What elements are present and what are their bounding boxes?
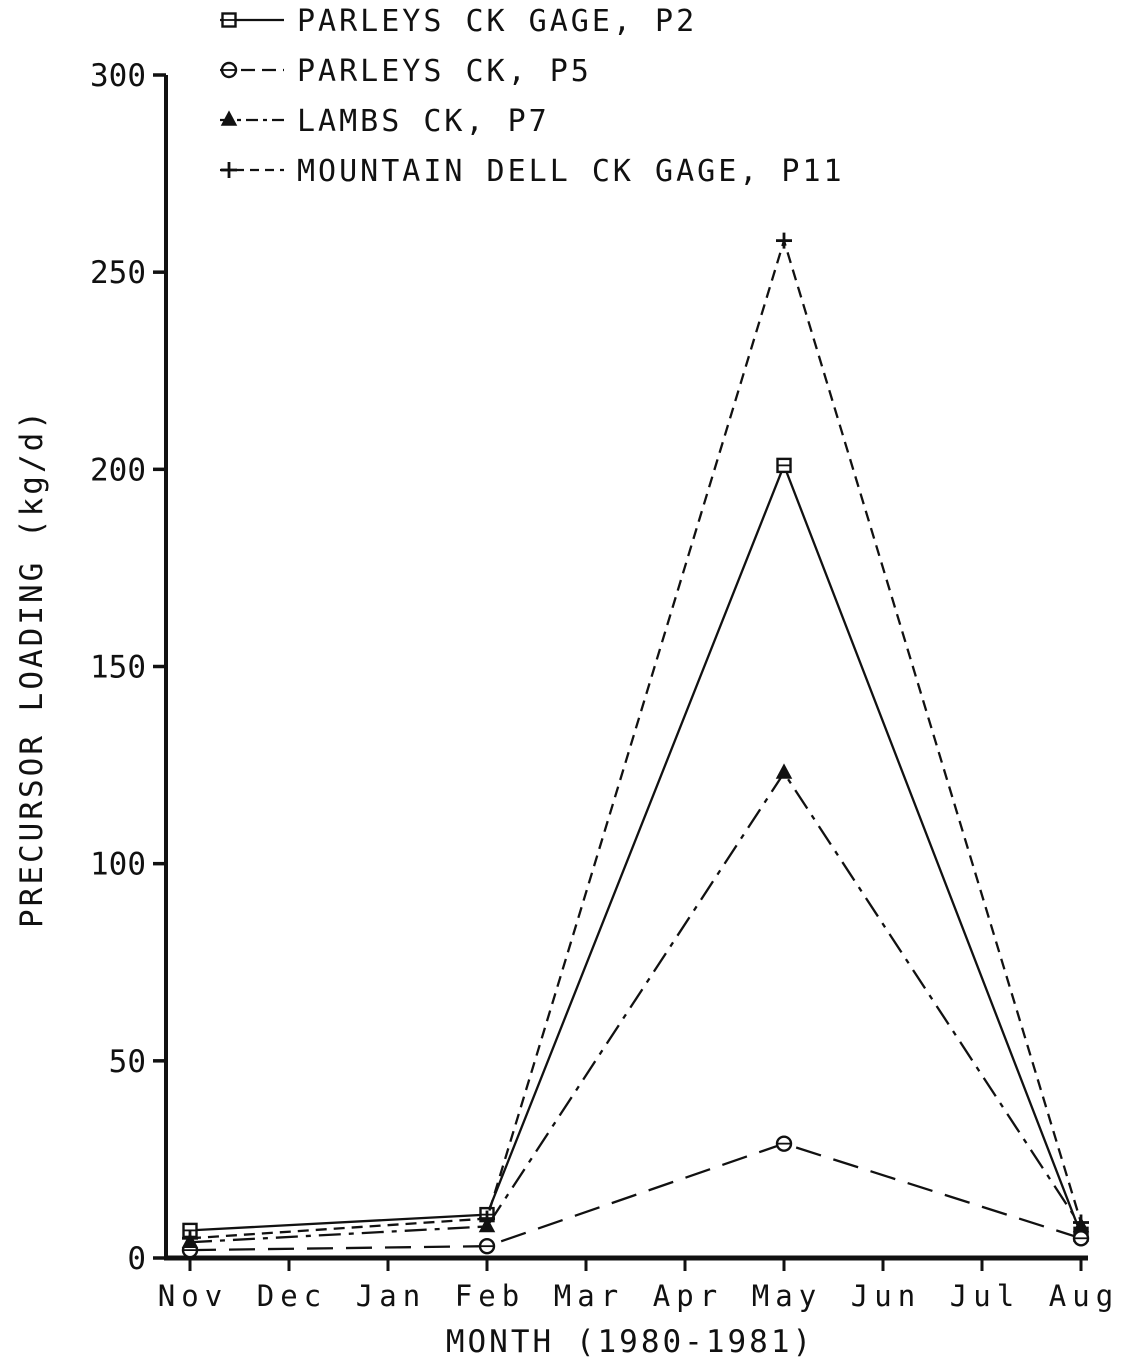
legend: PARLEYS CK GAGE, P2 PARLEYS CK, P5 LAMBS C… <box>220 4 845 189</box>
y-tick-label: 150 <box>90 650 146 686</box>
legend-marker <box>221 162 237 178</box>
legend-label: MOUNTAIN DELL CK GAGE, P11 <box>297 154 845 189</box>
data-point <box>478 1237 496 1255</box>
data-point <box>776 232 792 249</box>
y-axis-ticks: 0 50 100 150 200 250 300 <box>90 58 166 1277</box>
y-tick-label: 100 <box>90 847 146 883</box>
legend-label: PARLEYS CK, P5 <box>297 54 592 89</box>
legend-marker <box>220 61 238 79</box>
y-tick-label: 300 <box>90 58 146 94</box>
data-point <box>479 1210 495 1227</box>
x-tick-label: Mar <box>554 1279 624 1313</box>
series-circle <box>181 1135 1090 1259</box>
legend-marker <box>220 110 238 126</box>
legend-entry: PARLEYS CK GAGE, P2 <box>220 4 697 39</box>
x-tick-label: Jul <box>950 1279 1020 1313</box>
series-layer <box>181 232 1090 1259</box>
series-line <box>189 1142 1082 1252</box>
x-tick-label: Nov <box>158 1279 228 1313</box>
series-line <box>189 770 1082 1244</box>
legend-entry: PARLEYS CK, P5 <box>220 54 592 89</box>
data-point <box>775 763 793 779</box>
data-point <box>776 457 792 474</box>
y-tick-label: 0 <box>127 1241 146 1277</box>
legend-entry: MOUNTAIN DELL CK GAGE, P11 <box>220 154 845 189</box>
data-point <box>1072 1230 1090 1247</box>
x-tick-label: Jun <box>851 1279 921 1313</box>
legend-label: LAMBS CK, P7 <box>297 104 550 139</box>
x-tick-label: May <box>752 1279 822 1313</box>
data-point <box>1073 1214 1089 1231</box>
data-point <box>182 1230 198 1247</box>
x-tick-label: Jan <box>356 1279 426 1313</box>
y-tick-label: 250 <box>90 255 146 291</box>
y-tick-label: 200 <box>90 452 146 488</box>
series-line <box>189 236 1083 1240</box>
x-tick-label: Aug <box>1049 1279 1119 1313</box>
series-plus <box>182 232 1089 1247</box>
x-axis-title: MONTH (1980-1981) <box>446 1324 814 1360</box>
x-axis-ticks: Nov Dec Jan Feb Mar Apr May Jun Jul Aug <box>158 1258 1119 1313</box>
series-square <box>182 457 1089 1243</box>
y-tick-label: 50 <box>109 1044 146 1080</box>
legend-marker <box>221 12 237 28</box>
series-line <box>189 462 1083 1235</box>
legend-label: PARLEYS CK GAGE, P2 <box>297 4 697 39</box>
data-point <box>775 1135 793 1152</box>
axes <box>164 75 1088 1261</box>
x-tick-label: Dec <box>257 1279 327 1313</box>
x-tick-label: Apr <box>653 1279 723 1313</box>
legend-entry: LAMBS CK, P7 <box>220 104 550 139</box>
x-tick-label: Feb <box>455 1279 525 1313</box>
y-axis-title: PRECURSOR LOADING (kg/d) <box>14 408 50 928</box>
